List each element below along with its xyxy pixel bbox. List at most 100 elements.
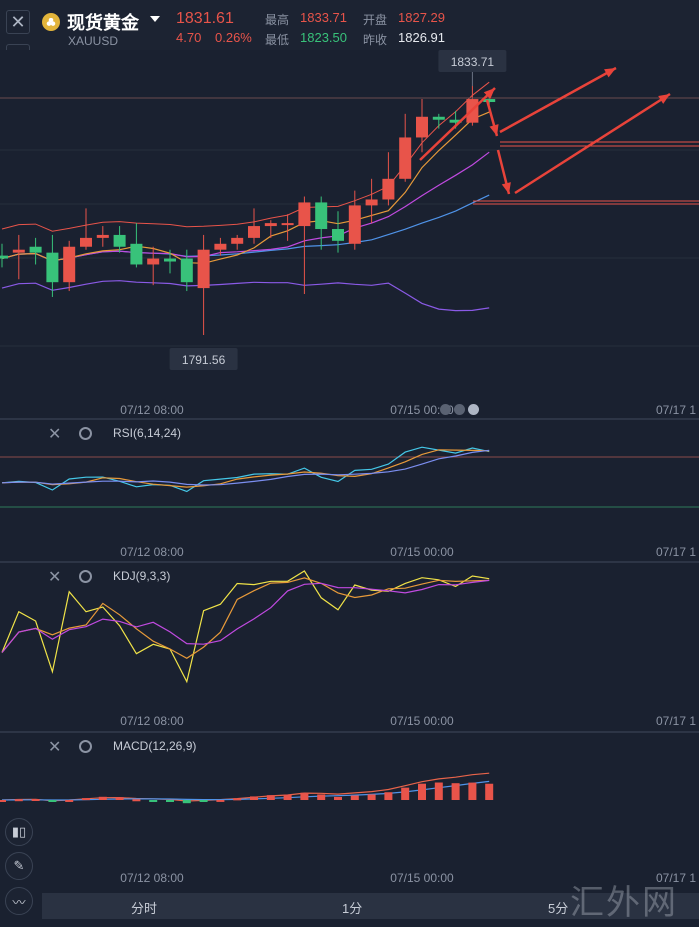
- macd-histogram-bar: [250, 796, 258, 800]
- arrow-head-icon: [489, 124, 499, 136]
- tab-1min[interactable]: 1分: [342, 901, 363, 916]
- candle-body[interactable]: [264, 223, 277, 227]
- macd-histogram-bar: [266, 795, 275, 800]
- candle-body[interactable]: [416, 116, 428, 138]
- macd-histogram-bar: [48, 800, 57, 802]
- macd-histogram-bar: [434, 782, 443, 800]
- rsi24-line: [1, 449, 490, 486]
- tab-5min[interactable]: 5分: [548, 901, 569, 916]
- candle-body[interactable]: [164, 258, 176, 262]
- candle-body[interactable]: [382, 178, 395, 200]
- candle-body[interactable]: [197, 249, 210, 289]
- candle-style-button[interactable]: ▮▯: [5, 818, 33, 846]
- macd-histogram-bar: [82, 798, 90, 801]
- instrument-symbol: XAUUSD: [68, 34, 119, 48]
- page-dot[interactable]: [454, 404, 465, 415]
- candle-body[interactable]: [248, 226, 260, 238]
- kdj-d-line: [1, 579, 490, 653]
- time-tick-label: 07/15 00:00: [390, 871, 454, 885]
- rsi-settings-icon[interactable]: [79, 427, 92, 440]
- macd-dif-line: [1, 772, 490, 802]
- period-tab-bar: [42, 893, 699, 919]
- macd-histogram-bar: [367, 794, 376, 800]
- candle-body[interactable]: [365, 199, 378, 206]
- page-dot[interactable]: [440, 404, 451, 415]
- gold-logo-icon: [42, 13, 60, 31]
- macd-histogram-bar: [317, 794, 326, 800]
- candle-body[interactable]: [46, 252, 59, 283]
- candle-body[interactable]: [449, 119, 462, 123]
- quote-header: [0, 0, 699, 50]
- candle-body[interactable]: [80, 237, 92, 247]
- candle-body[interactable]: [147, 258, 160, 265]
- candle-body[interactable]: [12, 249, 25, 253]
- candle-body[interactable]: [298, 202, 311, 227]
- macd-histogram-bar: [233, 798, 242, 801]
- candle-body[interactable]: [348, 205, 361, 244]
- max-price-tag: [438, 50, 507, 72]
- candle-body[interactable]: [332, 229, 344, 241]
- trend-arrow-line[interactable]: [419, 87, 496, 161]
- high-label: 最高: [265, 13, 290, 27]
- draw-tool-button[interactable]: ✎: [5, 852, 33, 880]
- time-tick-label: 07/15 00:00: [390, 545, 454, 559]
- rsi-close-icon[interactable]: ✕: [48, 426, 62, 443]
- candle-body[interactable]: [483, 99, 496, 103]
- chevron-down-icon[interactable]: [150, 16, 160, 22]
- candle-body[interactable]: [180, 258, 193, 283]
- high-value: 1833.71: [300, 10, 347, 25]
- macd-settings-icon[interactable]: [79, 740, 92, 753]
- macd-histogram-bar: [132, 799, 141, 802]
- price-change: 4.70: [176, 30, 202, 45]
- macd-histogram-bar: [182, 800, 191, 804]
- time-tick-label: 07/15 00:00: [390, 714, 454, 728]
- macd-histogram-bar: [216, 799, 225, 802]
- indicator-button[interactable]: 〰: [5, 887, 33, 915]
- low-value: 1823.50: [300, 30, 347, 45]
- trend-arrow-line[interactable]: [499, 66, 617, 134]
- time-tick-label: 07/17 1: [656, 403, 696, 417]
- kdj-close-icon[interactable]: ✕: [48, 569, 62, 586]
- prev-close-label: 昨收: [363, 33, 388, 47]
- min-price-tag: [169, 348, 238, 370]
- trend-arrow-line[interactable]: [514, 92, 671, 195]
- line-chart-icon: 〰: [12, 894, 26, 910]
- candle-body[interactable]: [214, 243, 227, 250]
- arrow-head-icon: [501, 182, 511, 194]
- candle-body[interactable]: [432, 116, 445, 120]
- candle-body[interactable]: [96, 234, 109, 238]
- macd-histogram-bar: [65, 799, 74, 802]
- candle-body[interactable]: [0, 255, 8, 259]
- page-dots[interactable]: [440, 402, 482, 420]
- candle-body[interactable]: [130, 243, 143, 265]
- kdj-settings-icon[interactable]: [79, 570, 92, 583]
- candle-body[interactable]: [231, 237, 244, 244]
- candle-body[interactable]: [63, 246, 76, 283]
- prev-close-value: 1826.91: [398, 30, 445, 45]
- macd-histogram-bar: [166, 800, 174, 802]
- instrument-title[interactable]: 现货黄金: [67, 13, 139, 33]
- candle-body[interactable]: [29, 246, 42, 253]
- macd-histogram-bar: [468, 782, 477, 800]
- candle-body[interactable]: [315, 202, 328, 230]
- time-tick-label: 07/17 1: [656, 714, 696, 728]
- close-button[interactable]: ✕: [6, 10, 30, 34]
- tab-timeshare[interactable]: 分时: [131, 901, 158, 916]
- low-label: 最低: [265, 33, 290, 47]
- time-tick-label: 07/12 08:00: [120, 403, 184, 417]
- time-tick-label: 07/17 1: [656, 871, 696, 885]
- page-dot-active[interactable]: [468, 404, 479, 415]
- candle-body[interactable]: [281, 223, 294, 226]
- candlestick-icon: ▮▯: [11, 824, 27, 839]
- candle-body[interactable]: [113, 234, 126, 247]
- macd-histogram-bar: [401, 787, 410, 800]
- boll-lower-line: [1, 280, 490, 312]
- macd-histogram-bar: [14, 799, 23, 802]
- macd-close-icon[interactable]: ✕: [48, 739, 62, 756]
- last-price: 1831.61: [176, 10, 234, 27]
- macd-label: MACD(12,26,9): [113, 739, 197, 753]
- macd-histogram-bar: [451, 783, 460, 800]
- time-tick-label: 07/12 08:00: [120, 871, 184, 885]
- candle-body[interactable]: [399, 137, 412, 179]
